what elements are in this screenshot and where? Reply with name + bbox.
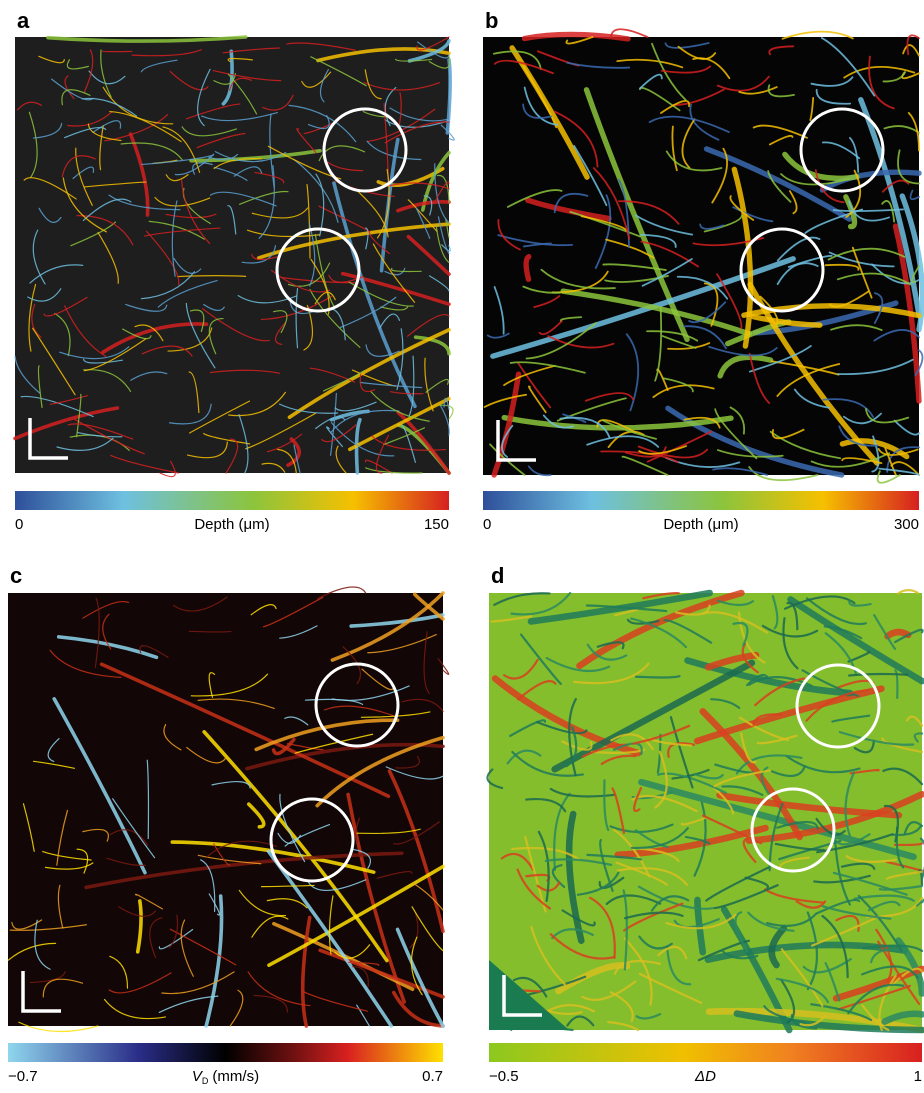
colorbar-min: 0 (15, 516, 23, 533)
figure: a 0 150 Depth (μm) b 0 300 Depth (μm) c −0.7 0.7 VD… (0, 0, 924, 1093)
colorbar-max: 150 (424, 516, 449, 533)
panel-label: c (10, 563, 22, 588)
panel: c −0.7 0.7 VD(mm/s) (8, 563, 449, 1086)
vessel (526, 257, 529, 280)
colorbar-min: −0.5 (489, 1068, 519, 1085)
colorbar-max: 1 (914, 1068, 922, 1085)
panel-label: b (485, 8, 498, 33)
panel: b 0 300 Depth (μm) (483, 8, 922, 533)
colorbar-min: 0 (483, 516, 491, 533)
panel-label: a (17, 8, 30, 33)
colorbar-max: 0.7 (422, 1068, 443, 1085)
panel: d −0.5 1 ΔD (487, 563, 924, 1085)
panel-label: d (491, 563, 504, 588)
vessel (189, 631, 231, 632)
colorbar (15, 491, 449, 510)
colorbar-title: ΔD (694, 1068, 716, 1085)
colorbar-title: Depth (μm) (663, 516, 738, 533)
colorbar (483, 491, 919, 510)
colorbar (489, 1043, 922, 1062)
panel: a 0 150 Depth (μm) (15, 8, 454, 533)
colorbar-min: −0.7 (8, 1068, 38, 1085)
colorbar-title: VD(mm/s) (192, 1068, 259, 1086)
colorbar-max: 300 (894, 516, 919, 533)
colorbar-title: Depth (μm) (194, 516, 269, 533)
title-sub: D (202, 1076, 209, 1086)
image-background (8, 593, 443, 1026)
title-unit: (mm/s) (212, 1068, 259, 1085)
colorbar (8, 1043, 443, 1062)
